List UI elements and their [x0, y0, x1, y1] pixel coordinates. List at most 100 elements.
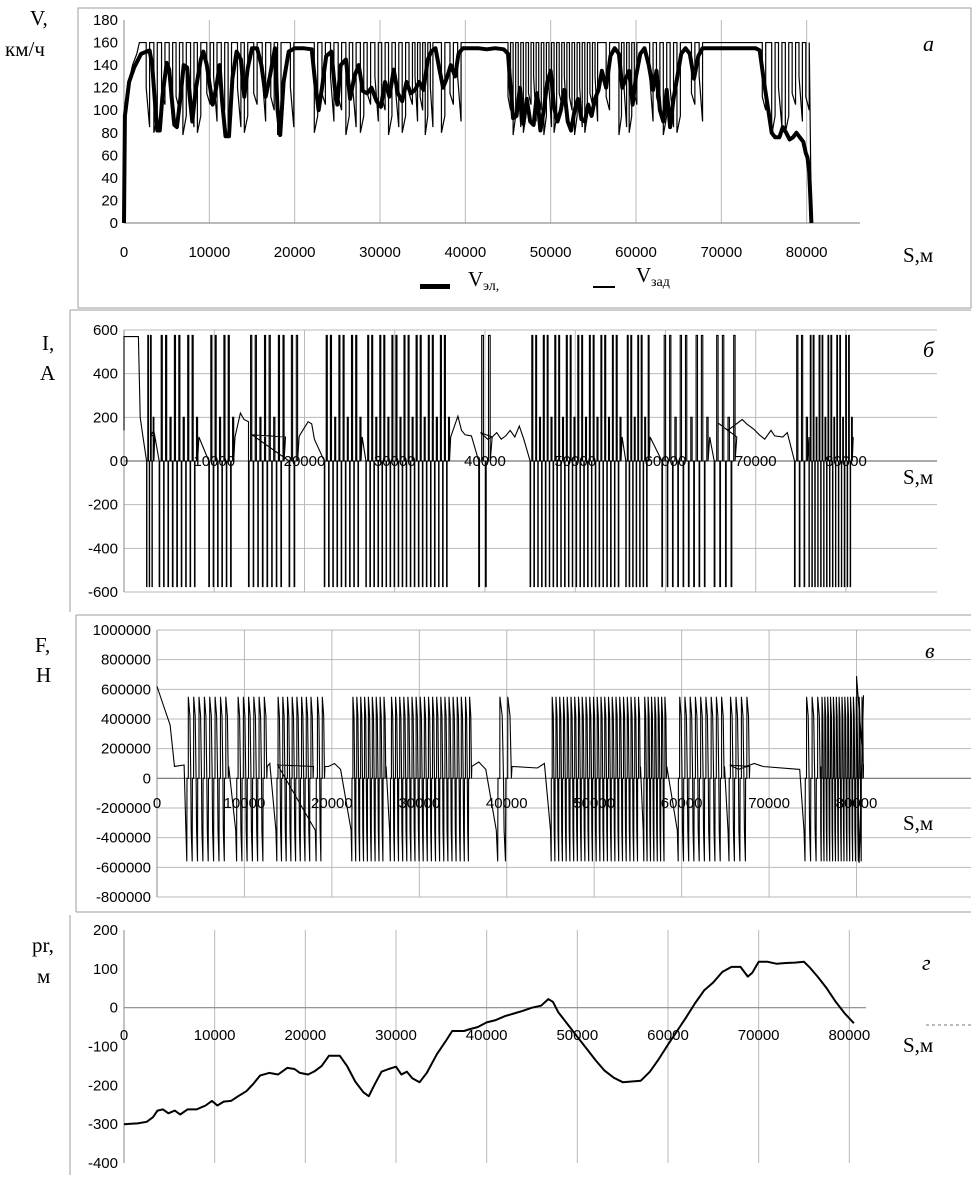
x-tick-label: 80000 [836, 795, 878, 812]
panel-c-y-ticks: -800000 -600000 -400000 -200000 0 200000 40000… [93, 622, 151, 906]
panel-d-x-ticks: 0 10000 20000 30000 40000 50000 60000 70000 8000… [120, 1027, 870, 1044]
x-tick-label: 0 [120, 453, 128, 470]
y-tick-label: 120 [93, 80, 118, 97]
panel-c-x-ticks: 0 10000 20000 30000 40000 50000 60000 70000 8000… [153, 795, 878, 812]
x-tick-label: 40000 [486, 795, 528, 812]
panel-a-frame [77, 7, 972, 309]
y-tick-label: 20 [101, 192, 118, 209]
x-tick-label: 20000 [311, 795, 353, 812]
y-tick-label: 400000 [101, 711, 151, 728]
x-tick-label: 80000 [828, 1027, 870, 1044]
y-tick-label: -200 [88, 1077, 118, 1094]
x-tick-label: 50000 [554, 453, 596, 470]
panel-b-y-ticks: -600 -400 -200 0 200 400 600 [88, 322, 118, 601]
y-tick-label: 600000 [101, 681, 151, 698]
y-tick-label: 140 [93, 57, 118, 74]
y-tick-label: 180 [93, 12, 118, 29]
panel-a-y-ticks: 0 20 40 60 80 100 120 140 160 180 [93, 12, 118, 232]
panel-c-ylabel-line2: Н [36, 663, 51, 687]
y-tick-label: -200000 [96, 800, 151, 817]
panel-a-letter: а [923, 31, 934, 56]
x-tick-label: 0 [120, 1027, 128, 1044]
panel-c-xlabel: S,м [903, 811, 933, 835]
panel-d-ylabel-line2: м [37, 964, 50, 988]
panel-b-x-ticks: 0 10000 20000 30000 40000 50000 60000 70000 8000… [120, 453, 867, 470]
x-tick-label: 20000 [274, 244, 316, 261]
series-current-line [123, 334, 854, 588]
panel-c-force: -800000-600000-400000-200000020000040000… [35, 614, 971, 913]
x-tick-label: 70000 [738, 1027, 780, 1044]
panel-a-xlabel: S,м [903, 243, 933, 267]
x-tick-label: 40000 [444, 244, 486, 261]
legend-entry-2-sub: зад [651, 275, 670, 290]
x-tick-label: 80000 [825, 453, 867, 470]
x-tick-label: 70000 [700, 244, 742, 261]
panel-a-ylabel-line2: км/ч [5, 37, 45, 61]
x-tick-label: 50000 [530, 244, 572, 261]
x-tick-label: 60000 [645, 453, 687, 470]
y-tick-label: 40 [101, 170, 118, 187]
y-tick-label: 800000 [101, 652, 151, 669]
panel-d-letter: г [922, 950, 931, 975]
y-tick-label: -400 [88, 1155, 118, 1172]
y-tick-label: 60 [101, 147, 118, 164]
panel-d-y-ticks: -400 -300 -200 -100 0 100 200 [88, 922, 118, 1172]
x-tick-label: 30000 [398, 795, 440, 812]
y-tick-label: -100 [88, 1039, 118, 1056]
panel-a-ylabel-line1: V, [30, 6, 48, 30]
x-tick-label: 60000 [647, 1027, 689, 1044]
y-tick-label: 80 [101, 125, 118, 142]
y-tick-label: -800000 [96, 889, 151, 906]
series-profile-line [123, 960, 855, 1126]
panel-c-ylabel-line1: F, [35, 633, 50, 657]
y-tick-label: 200000 [101, 741, 151, 758]
x-tick-label: 10000 [194, 1027, 236, 1044]
panel-b-xlabel: S,м [903, 465, 933, 489]
panel-b-ylabel-line1: I, [42, 331, 54, 355]
legend-entry-1-sub: эл, [483, 279, 499, 294]
x-tick-label: 20000 [284, 1027, 326, 1044]
x-tick-label: 30000 [374, 453, 416, 470]
legend-entry-2-main: V [636, 263, 651, 287]
x-tick-label: 0 [120, 244, 128, 261]
panel-c-grid [156, 629, 971, 898]
legend-thin-marker [593, 286, 615, 288]
panel-a-velocity: 0 20 40 60 80 100 120 140 160 180 0 10000 20000 3000… [5, 6, 972, 309]
y-tick-label: 200 [93, 922, 118, 939]
legend-thick-marker [420, 284, 450, 289]
x-tick-label: 50000 [573, 795, 615, 812]
y-tick-label: 1000000 [93, 622, 151, 639]
panel-b-ylabel-line2: А [40, 361, 56, 385]
panel-b-letter: б [923, 337, 935, 362]
y-tick-label: -600000 [96, 859, 151, 876]
panel-a-legend: V эл, V зад [420, 263, 670, 294]
x-tick-label: 60000 [661, 795, 703, 812]
y-tick-label: 0 [110, 215, 118, 232]
panel-c-series [156, 675, 865, 863]
panel-a-series [122, 41, 814, 224]
y-tick-label: 400 [93, 366, 118, 383]
x-tick-label: 60000 [615, 244, 657, 261]
x-tick-label: 10000 [224, 795, 266, 812]
y-tick-label: 0 [110, 1000, 118, 1017]
x-tick-label: 30000 [359, 244, 401, 261]
y-tick-label: -200 [88, 497, 118, 514]
x-tick-label: 50000 [556, 1027, 598, 1044]
panel-a-x-ticks: 0 10000 20000 30000 40000 50000 60000 70000 8000… [120, 244, 828, 261]
series-v-electric-line [122, 46, 814, 224]
x-tick-label: 10000 [188, 244, 230, 261]
y-tick-label: 600 [93, 322, 118, 339]
y-tick-label: 200 [93, 409, 118, 426]
y-tick-label: -400 [88, 540, 118, 557]
y-tick-label: 100 [93, 102, 118, 119]
x-tick-label: 10000 [193, 453, 235, 470]
legend-entry-1-main: V [468, 267, 483, 291]
y-tick-label: 100 [93, 961, 118, 978]
x-tick-label: 40000 [464, 453, 506, 470]
x-tick-label: 70000 [735, 453, 777, 470]
y-tick-label: -300 [88, 1116, 118, 1133]
panel-d-ylabel-line1: pr, [32, 933, 54, 957]
panel-b-current: -600 -400 -200 0 200 400 600 0 10000 20000 30000 4… [40, 309, 971, 612]
x-tick-label: 40000 [466, 1027, 508, 1044]
